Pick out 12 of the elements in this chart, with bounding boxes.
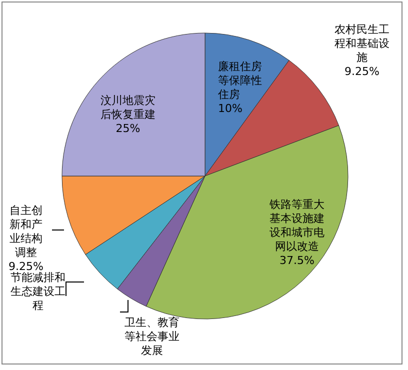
data-label: 25% (116, 122, 140, 135)
slice-label: 自主创新和产业结构调整 (10, 204, 42, 259)
slice-label: 汶川地震灾后恢复重建 (100, 94, 156, 121)
data-label: 37.5% (280, 254, 314, 267)
data-label: 10% (218, 102, 242, 115)
data-label: 9.25% (8, 260, 44, 273)
slice-label: 铁路等重大基本设施建设和城市电网以改造 (268, 198, 324, 253)
data-label: 9.25% (344, 65, 380, 78)
slice-label: 廉租住房等保障性住房 (218, 60, 262, 101)
slice-label: 卫生、教育等社会事业发展 (124, 316, 180, 357)
slice-label: 节能减排和生态建设工程 (10, 271, 66, 312)
slice-label: 农村民生工程和基础设施 (334, 23, 390, 64)
